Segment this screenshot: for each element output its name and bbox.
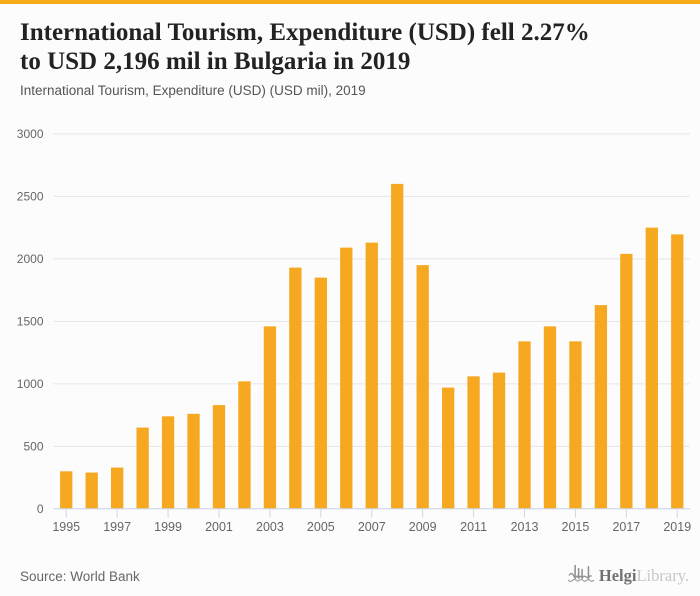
svg-text:0: 0 (37, 502, 44, 516)
svg-text:2011: 2011 (460, 520, 487, 534)
svg-text:2005: 2005 (307, 520, 335, 534)
svg-text:2009: 2009 (409, 520, 437, 534)
svg-text:2500: 2500 (17, 189, 44, 203)
svg-text:1997: 1997 (103, 520, 131, 534)
svg-text:1999: 1999 (154, 520, 182, 534)
svg-text:2000: 2000 (17, 252, 44, 266)
svg-text:2007: 2007 (358, 520, 386, 534)
svg-text:1995: 1995 (52, 520, 80, 534)
svg-text:1500: 1500 (17, 314, 44, 328)
svg-text:500: 500 (23, 439, 43, 453)
svg-text:2003: 2003 (256, 520, 284, 534)
svg-text:2013: 2013 (511, 520, 539, 534)
svg-text:1000: 1000 (17, 377, 44, 391)
svg-text:3000: 3000 (17, 127, 44, 141)
svg-text:2015: 2015 (562, 520, 590, 534)
svg-text:2001: 2001 (205, 520, 233, 534)
svg-text:2017: 2017 (612, 520, 640, 534)
svg-text:2019: 2019 (663, 520, 691, 534)
